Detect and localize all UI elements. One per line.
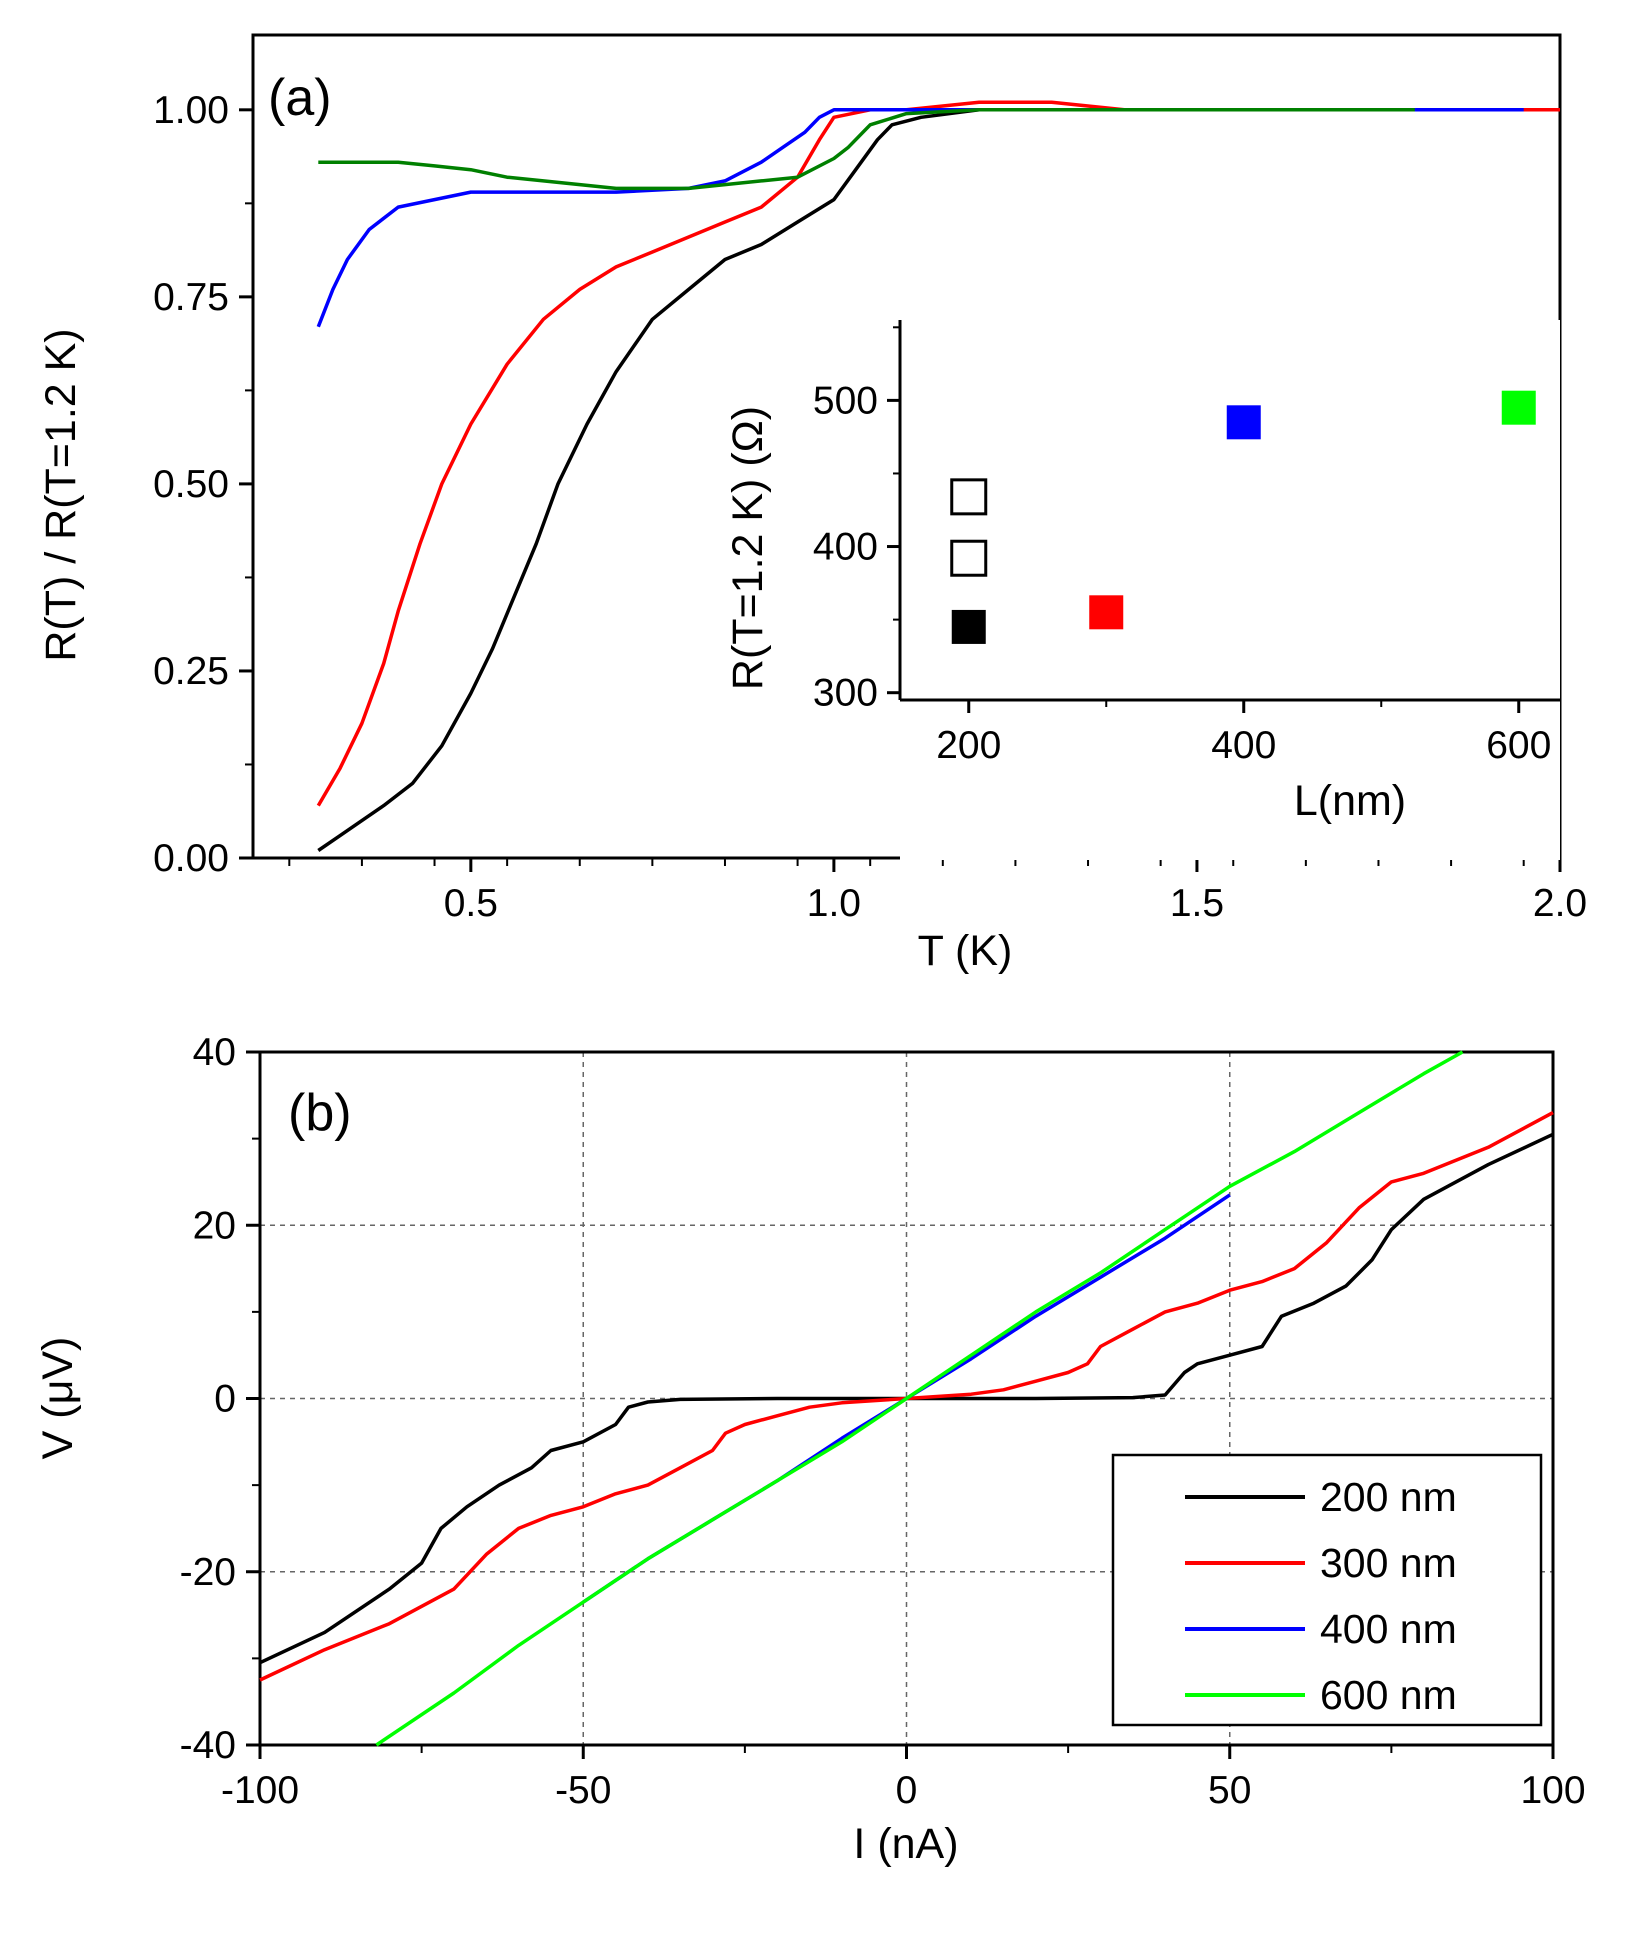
panel-b-axis-ticks: -100 -50 0 50 100 -40 -20 0 20 40 <box>180 1031 1586 1812</box>
inset-background <box>900 320 1560 860</box>
b-series-300-nm <box>259 1111 1554 1682</box>
a-y-tick-label: 0.50 <box>153 463 229 506</box>
inset-point <box>1226 405 1261 440</box>
panel-a-x-axis-title: T (K) <box>918 927 1013 975</box>
b-y-tick-label: 40 <box>193 1031 236 1074</box>
legend-label: 400 nm <box>1320 1606 1457 1652</box>
panel-b-y-axis-title: V (μV) <box>34 1337 82 1460</box>
legend-label: 200 nm <box>1320 1474 1457 1520</box>
legend-label: 600 nm <box>1320 1672 1457 1718</box>
inset-axes: 200 400 600 300 400 500 <box>813 320 1560 767</box>
b-x-tick-label: -50 <box>555 1769 611 1812</box>
a-y-tick-label: 0.00 <box>153 837 229 880</box>
a-x-tick-label: 1.5 <box>1170 882 1224 925</box>
a-series-600-nm <box>318 108 1415 191</box>
panel-a-y-axis-title: R(T) / R(T=1.2 K) <box>37 328 85 661</box>
b-series-600-nm <box>375 1050 1464 1747</box>
inset-y-tick-label: 300 <box>813 672 878 715</box>
panel-b-chart: -100 -50 0 50 100 -40 -20 0 20 40 (b) I (nA) V (μ… <box>34 1031 1586 1868</box>
inset-chart: 200 400 600 300 400 500 L(nm) R(T=1.2 K) (Ω) <box>724 320 1560 860</box>
b-y-tick-label: 0 <box>214 1378 236 1421</box>
a-x-tick-label: 1.0 <box>807 882 861 925</box>
inset-y-axis-title: R(T=1.2 K) (Ω) <box>724 406 772 690</box>
legend-items: 200 nm 300 nm 400 nm 600 nm <box>1185 1474 1457 1718</box>
a-x-tick-label: 0.5 <box>444 882 498 925</box>
inset-y-tick-label: 500 <box>813 379 878 422</box>
inset-x-tick-label: 400 <box>1211 724 1276 767</box>
inset-points <box>950 390 1536 644</box>
a-y-tick-label: 0.25 <box>153 650 229 693</box>
inset-point <box>1089 595 1124 630</box>
b-y-tick-label: 20 <box>193 1204 236 1247</box>
a-series-400-nm <box>316 108 1524 328</box>
b-x-tick-label: 0 <box>896 1769 918 1812</box>
inset-point <box>951 609 986 644</box>
inset-point <box>1501 390 1536 425</box>
panel-a-label: (a) <box>268 69 332 127</box>
legend-box <box>1111 1453 1543 1727</box>
panel-a-axis-ticks: 0.5 1.0 1.5 2.0 0.00 0.25 0.50 0.75 1.00 <box>153 89 1587 925</box>
inset-x-axis-title: L(nm) <box>1294 777 1406 825</box>
panel-b-label: (b) <box>288 1084 352 1142</box>
b-x-tick-label: -100 <box>221 1769 299 1812</box>
panel-a-series <box>316 100 1560 852</box>
inset-point <box>950 478 988 516</box>
a-x-tick-label: 2.0 <box>1533 882 1587 925</box>
b-y-tick-label: -20 <box>180 1551 236 1594</box>
inset-x-tick-label: 600 <box>1486 724 1551 767</box>
inset-point <box>950 539 988 577</box>
b-x-tick-label: 100 <box>1520 1769 1585 1812</box>
a-y-tick-label: 0.75 <box>153 276 229 319</box>
inset-x-tick-label: 200 <box>936 724 1001 767</box>
legend: 200 nm 300 nm 400 nm 600 nm <box>1111 1453 1543 1727</box>
b-y-tick-label: -40 <box>180 1724 236 1767</box>
panel-b-series <box>259 1050 1554 1747</box>
b-x-tick-label: 50 <box>1208 1769 1251 1812</box>
inset-y-tick-label: 400 <box>813 526 878 569</box>
panel-a-chart: 0.5 1.0 1.5 2.0 0.00 0.25 0.50 0.75 1.00 (a) T (… <box>37 33 1587 975</box>
legend-label: 300 nm <box>1320 1540 1457 1586</box>
panel-b-x-axis-title: I (nA) <box>853 1820 958 1868</box>
a-y-tick-label: 1.00 <box>153 89 229 132</box>
